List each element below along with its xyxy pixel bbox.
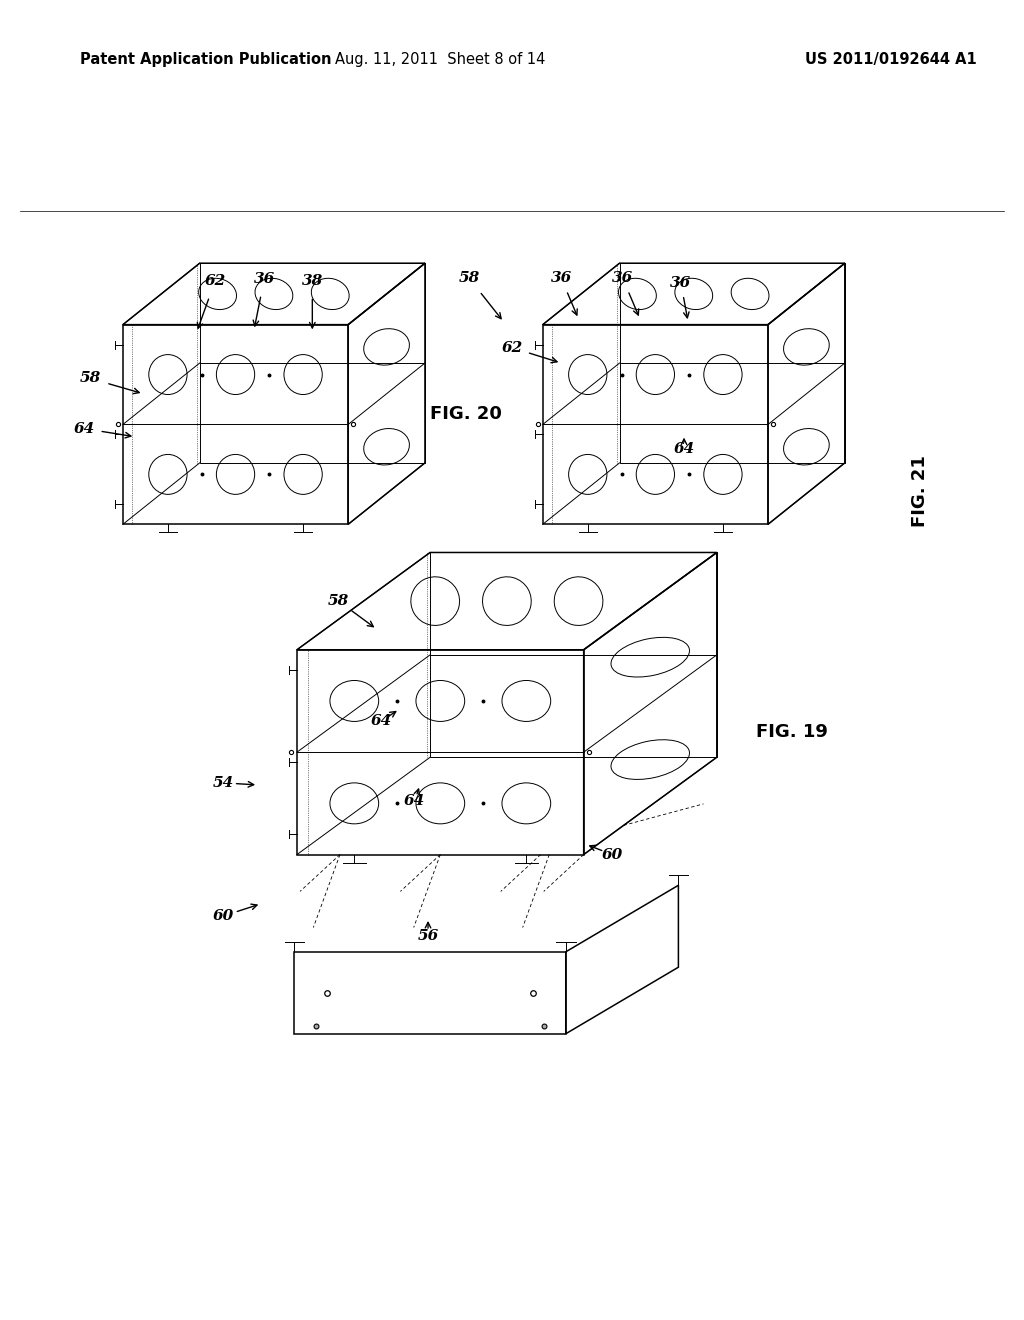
Text: 36: 36	[612, 271, 633, 285]
Text: 38: 38	[302, 275, 323, 288]
Text: 36: 36	[671, 276, 691, 290]
Text: 64: 64	[74, 421, 94, 436]
Text: 58: 58	[459, 271, 479, 285]
Text: 64: 64	[404, 795, 425, 808]
Text: FIG. 20: FIG. 20	[430, 405, 502, 424]
Text: 58: 58	[80, 371, 100, 385]
Text: 62: 62	[205, 275, 225, 288]
Text: 62: 62	[502, 341, 522, 355]
Text: 60: 60	[213, 909, 233, 923]
Text: 60: 60	[602, 847, 623, 862]
Text: US 2011/0192644 A1: US 2011/0192644 A1	[805, 51, 977, 67]
Text: 64: 64	[371, 714, 391, 729]
Text: Aug. 11, 2011  Sheet 8 of 14: Aug. 11, 2011 Sheet 8 of 14	[335, 51, 546, 67]
Text: 56: 56	[418, 929, 438, 944]
Text: 64: 64	[674, 442, 694, 455]
Text: 36: 36	[254, 272, 274, 286]
Text: 54: 54	[213, 776, 233, 789]
Text: 36: 36	[551, 271, 571, 285]
Text: Patent Application Publication: Patent Application Publication	[80, 51, 332, 67]
Text: 58: 58	[328, 594, 348, 607]
Text: FIG. 19: FIG. 19	[756, 722, 827, 741]
Text: FIG. 21: FIG. 21	[910, 455, 929, 527]
